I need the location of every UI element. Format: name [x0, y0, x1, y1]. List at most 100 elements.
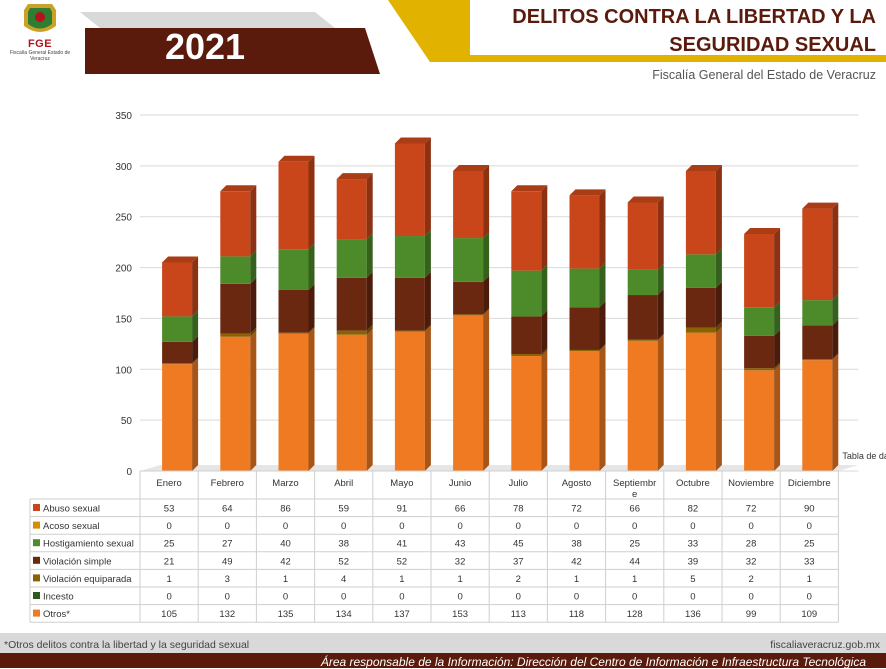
bar-segment-side	[308, 326, 315, 334]
year-label: 2021	[164, 26, 246, 67]
legend-label: Otros*	[43, 609, 70, 620]
bar-segment	[453, 238, 484, 282]
legend-swatch	[33, 521, 40, 529]
bar-segment-side	[832, 354, 839, 471]
table-cell-value: 0	[748, 592, 753, 603]
bar-top	[685, 164, 722, 171]
table-cell-value: 0	[283, 521, 288, 532]
table-cell-value: 0	[341, 592, 346, 603]
table-cell-value: 0	[632, 521, 637, 532]
table-cell-value: 41	[397, 539, 408, 550]
table-cell-value: 0	[225, 521, 230, 532]
footer-responsible-text: Área responsable de la Información: Dire…	[320, 655, 866, 669]
bar-top	[394, 137, 431, 144]
bar-segment	[162, 316, 193, 342]
bar-segment-side	[424, 230, 431, 278]
table-cell-value: 113	[511, 609, 526, 620]
bar-segment-side	[832, 353, 839, 361]
category-label: Enero	[156, 478, 181, 489]
table-cell-value: 33	[688, 539, 699, 550]
table-cell-value: 49	[222, 556, 233, 567]
bar-top	[802, 202, 839, 209]
bar-segment	[685, 287, 716, 328]
bar-segment-side	[192, 357, 199, 365]
table-cell-value: 118	[569, 609, 584, 620]
legend-label: Violación equiparada	[43, 574, 132, 585]
footer-url-link[interactable]: fiscaliaveracruz.gob.mx	[770, 639, 880, 651]
bar-segment-side	[657, 333, 664, 341]
bar-segment-side	[483, 308, 490, 316]
bar-top	[453, 164, 490, 171]
bar-segment-side	[308, 327, 315, 471]
table-cell-value: 0	[283, 592, 288, 603]
table-caption: Tabla de datos	[842, 451, 886, 461]
bar-segment	[627, 339, 658, 341]
bar-segment-side	[774, 329, 781, 369]
category-label: Noviembre	[728, 478, 774, 489]
page-title: DELITOS CONTRA LA LIBERTAD Y LA SEGURIDA…	[470, 3, 876, 59]
table-cell-value: 27	[222, 539, 233, 550]
bar-segment	[336, 277, 367, 331]
table-cell-value: 0	[457, 521, 462, 532]
category-label: Diciembre	[788, 478, 831, 489]
bar-top	[278, 155, 315, 162]
table-cell-value: 91	[397, 504, 408, 515]
bar-segment	[744, 335, 775, 369]
title-banner-panel	[470, 0, 886, 55]
category-label: Junio	[449, 478, 472, 489]
table-cell-value: 0	[748, 521, 753, 532]
bar-segment-side	[250, 277, 257, 334]
year-banner	[85, 28, 380, 74]
bar-segment	[162, 341, 193, 364]
bar-segment	[744, 368, 775, 371]
category-label: Febrero	[211, 478, 244, 489]
bar-segment	[569, 350, 600, 471]
table-cell-value: 132	[219, 609, 235, 620]
bar-segment-side	[657, 263, 664, 296]
bar-segment	[569, 349, 600, 351]
table-cell-value: 99	[746, 609, 757, 620]
table-cell-value: 0	[516, 592, 521, 603]
bar-segment	[685, 327, 716, 333]
bar-segment-side	[483, 275, 490, 315]
bar-segment-side	[250, 327, 257, 337]
table-cell-value: 52	[338, 556, 349, 567]
table-cell-value: 32	[746, 556, 757, 567]
bar-segment-side	[424, 325, 431, 471]
bar-segment	[627, 202, 658, 270]
table-cell-value: 25	[164, 539, 175, 550]
bar-segment	[278, 332, 309, 334]
table-cell-value: 0	[225, 592, 230, 603]
veracruz-shield-icon	[24, 4, 56, 32]
bar-segment	[511, 270, 542, 317]
bar-segment	[802, 300, 833, 326]
table-cell-value: 0	[166, 521, 171, 532]
table-cell-value: 1	[166, 574, 171, 585]
bar-segment	[220, 191, 251, 257]
table-cell-value: 0	[574, 521, 579, 532]
table-cell-value: 2	[748, 574, 753, 585]
data-table: Enero Febrero Marzo Abril Mayo Junio Julio Agos…	[29, 451, 886, 623]
category-label: Octubre	[676, 478, 710, 489]
table-cell-value: 72	[746, 504, 757, 515]
bar-segment-side	[715, 248, 722, 288]
y-tick-label: 350	[115, 111, 132, 122]
bar-segment-side	[657, 334, 664, 471]
bar-segment	[569, 195, 600, 269]
bar-top	[511, 185, 548, 192]
bar-segment-side	[541, 185, 548, 271]
category-label: Marzo	[272, 478, 298, 489]
table-cell-value: 38	[571, 539, 582, 550]
table-cell-value: 0	[166, 592, 171, 603]
bar-segment-side	[483, 164, 490, 239]
bar-segment	[744, 234, 775, 308]
table-cell-value: 1	[399, 574, 404, 585]
table-cell-value: 59	[338, 504, 349, 515]
legend-label: Incesto	[43, 592, 74, 603]
bar-segment	[394, 277, 425, 331]
bar-segment-side	[366, 328, 373, 471]
bar-segment	[394, 330, 425, 332]
legend-label: Violación simple	[43, 556, 111, 567]
logo-subtext: Fiscalía General Estado de Veracruz	[9, 50, 71, 62]
table-cell-value: 38	[338, 539, 349, 550]
